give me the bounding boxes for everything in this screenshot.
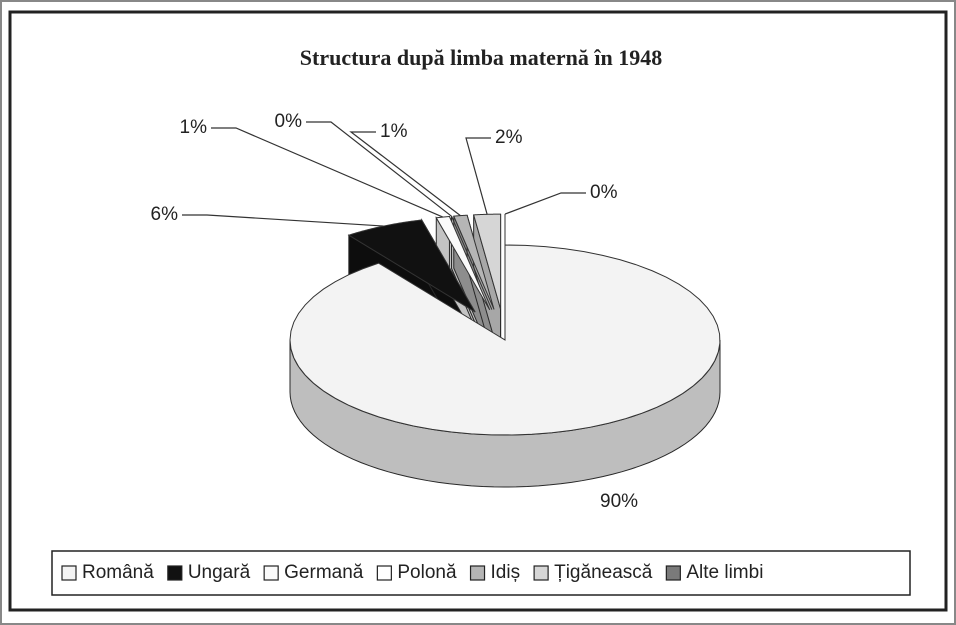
legend-swatch: [263, 565, 279, 581]
leader-line: [504, 192, 586, 215]
leader-line: [349, 131, 461, 217]
slice: [289, 244, 721, 436]
slice: [435, 215, 491, 311]
leader-line: [306, 121, 452, 217]
chart-title: Structura după limba maternă în 1948: [300, 45, 662, 70]
data-label: 90%: [600, 491, 638, 512]
data-label: 6%: [151, 204, 179, 225]
data-label: 2%: [495, 127, 523, 148]
legend-label: Alte limbi: [686, 562, 763, 583]
legend-label: Germană: [284, 562, 364, 583]
legend-swatch: [376, 565, 392, 581]
legend-label: Țigănească: [554, 562, 653, 583]
leader-line: [211, 127, 444, 218]
legend-label: Polonă: [397, 562, 457, 583]
data-label: 0%: [275, 111, 303, 132]
legend-label: Idiș: [491, 562, 521, 583]
legend-swatch: [533, 565, 549, 581]
legend-swatch: [61, 565, 77, 581]
legend-swatch: [469, 565, 486, 581]
data-label: 0%: [590, 182, 618, 203]
leader-line: [465, 137, 491, 215]
data-label: 1%: [380, 121, 408, 142]
slice: [347, 219, 476, 313]
legend-swatch: [665, 565, 681, 581]
legend-label: Română: [82, 562, 154, 583]
legend-swatch: [167, 565, 183, 581]
data-label: 1%: [180, 117, 208, 138]
leader-line: [182, 214, 384, 227]
legend-label: Ungară: [188, 562, 251, 583]
